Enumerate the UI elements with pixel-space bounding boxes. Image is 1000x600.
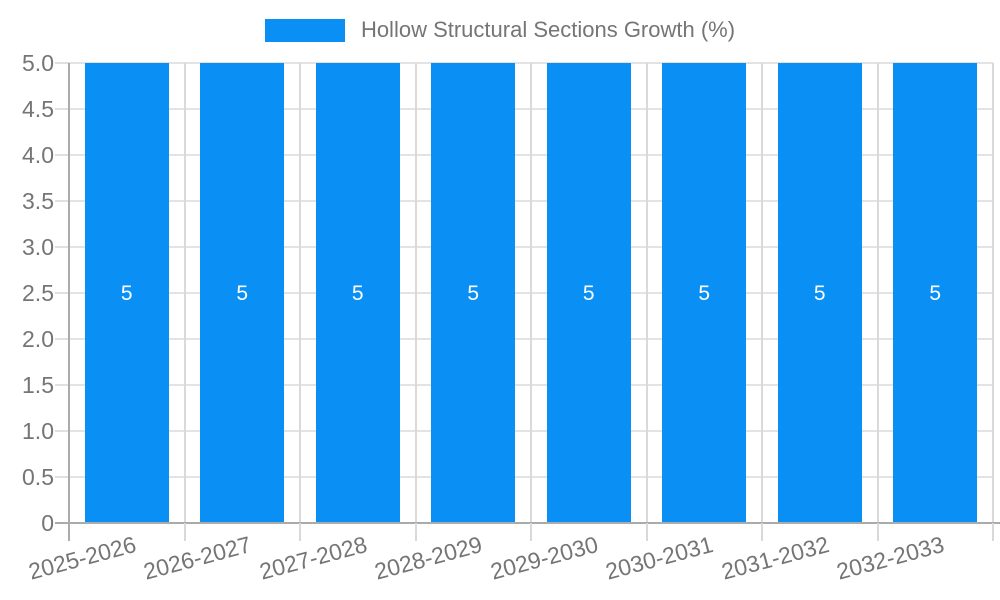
x-tick-label: 2029-2030 (487, 531, 601, 585)
x-tick-label: 2026-2027 (140, 531, 254, 585)
y-tick (55, 292, 69, 294)
x-tick (645, 523, 648, 541)
legend-label: Hollow Structural Sections Growth (%) (360, 17, 736, 42)
x-grid-line (530, 63, 532, 523)
y-tick-label: 5.0 (22, 50, 54, 76)
y-tick (55, 200, 69, 202)
y-tick-label: 1.0 (22, 418, 54, 444)
bar-value-label: 5 (351, 281, 364, 305)
y-tick-label: 0.5 (22, 464, 54, 490)
chart-legend[interactable]: Hollow Structural Sections Growth (%) (0, 17, 1000, 43)
x-tick (414, 523, 417, 541)
x-tick-label: 2030-2031 (602, 531, 716, 585)
y-tick (55, 430, 69, 432)
x-grid-line (299, 63, 301, 523)
y-axis-labels: 0 0.5 1.0 1.5 2.0 2.5 3.0 3.5 4.0 4.5 5.0 (0, 50, 54, 536)
y-tick-label: 3.5 (22, 188, 54, 214)
x-grid-line (761, 63, 763, 523)
bar[interactable]: 5 (431, 63, 516, 523)
y-tick-label: 0 (41, 510, 54, 536)
bar[interactable]: 5 (84, 63, 169, 523)
bar-value-label: 5 (236, 281, 249, 305)
x-tick (992, 523, 994, 541)
y-tick (55, 338, 69, 340)
bar-value-label: 5 (582, 281, 595, 305)
bar-value-label: 5 (929, 281, 942, 305)
x-grid-line (876, 63, 879, 523)
x-axis-ticks (69, 523, 994, 543)
y-tick (55, 246, 69, 248)
x-grid-line (414, 63, 417, 523)
x-tick-label: 2031-2032 (718, 531, 832, 585)
legend-swatch (264, 18, 345, 42)
bar-value-label: 5 (120, 281, 133, 305)
x-tick-label: 2028-2029 (371, 531, 485, 585)
y-tick (55, 154, 69, 156)
bar-value-label: 5 (813, 281, 826, 305)
x-tick (183, 523, 186, 541)
y-tick-label: 1.5 (22, 372, 54, 398)
y-tick (55, 384, 69, 386)
y-tick-label: 2.0 (22, 326, 54, 352)
y-tick-label: 3.0 (22, 234, 54, 260)
x-tick-label: 2032-2033 (833, 531, 947, 585)
y-tick-label: 4.5 (22, 96, 54, 122)
bar[interactable]: 5 (546, 63, 631, 523)
bar[interactable]: 5 (200, 63, 285, 523)
y-tick (55, 476, 69, 478)
x-axis-labels: 2025-2026 2026-2027 2027-2028 2028-2029 2029… (25, 523, 993, 600)
y-tick (55, 62, 69, 64)
y-tick (55, 108, 69, 110)
x-tick (299, 523, 301, 541)
x-tick-label: 2025-2026 (25, 531, 139, 585)
bar-value-label: 5 (467, 281, 480, 305)
plot-area: 5 5 5 5 5 5 5 5 (55, 62, 994, 524)
bar[interactable]: 5 (315, 63, 400, 523)
bar-value-label: 5 (698, 281, 711, 305)
x-grid-line (645, 63, 648, 523)
bar[interactable]: 5 (662, 63, 747, 523)
x-grid-line (992, 63, 994, 523)
x-tick (530, 523, 532, 541)
bar[interactable]: 5 (893, 63, 978, 523)
y-tick-label: 2.5 (22, 280, 54, 306)
x-tick (876, 523, 879, 541)
x-tick (761, 523, 763, 541)
x-grid-line (183, 63, 186, 523)
x-tick-label: 2027-2028 (256, 531, 370, 585)
y-tick-label: 4.0 (22, 142, 54, 168)
x-axis-line (55, 522, 1000, 524)
y-axis-line (68, 63, 70, 541)
bar[interactable]: 5 (777, 63, 862, 523)
